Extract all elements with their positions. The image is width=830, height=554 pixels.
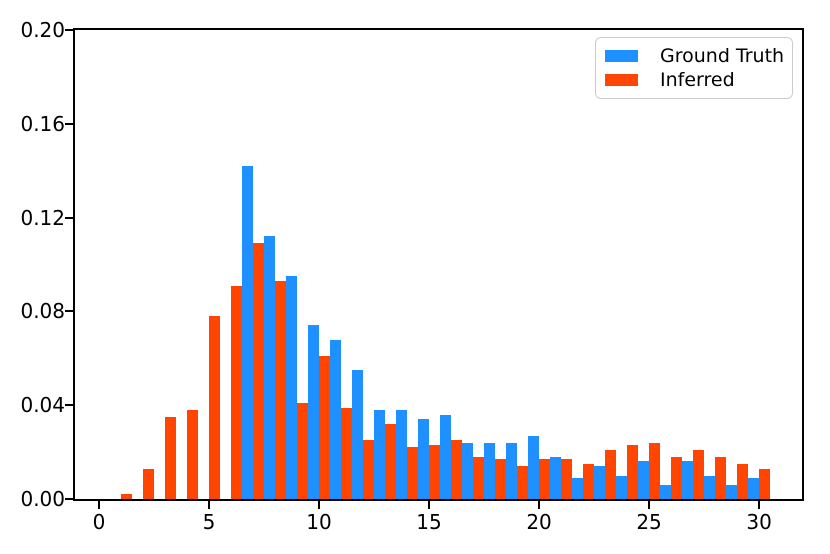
- inferred-bar: [407, 447, 419, 499]
- legend-label-inferred: Inferred: [660, 68, 735, 91]
- ground-truth-swatch-icon: [605, 50, 638, 62]
- inferred-bar: [429, 445, 441, 499]
- x-axis-tick-label: 15: [416, 510, 442, 534]
- y-axis-tick-label: 0.08: [20, 299, 65, 324]
- inferred-bar: [341, 407, 353, 499]
- y-axis-tick-label: 0.04: [20, 393, 65, 418]
- inferred-bar: [759, 468, 771, 499]
- legend-entry-inferred: Inferred: [605, 68, 786, 92]
- inferred-bar: [605, 449, 617, 499]
- y-axis-tick-label: 0.12: [20, 205, 65, 230]
- ground-truth-bar: [330, 339, 342, 499]
- ground-truth-bar: [462, 442, 474, 499]
- y-axis-tick-label: 0.00: [20, 487, 65, 511]
- inferred-bar: [186, 409, 198, 499]
- inferred-bar: [275, 280, 286, 499]
- ground-truth-bar: [396, 409, 408, 499]
- inferred-bar: [253, 243, 264, 499]
- inferred-bar: [209, 316, 220, 499]
- y-axis-tick-label: 0.16: [20, 111, 65, 136]
- x-axis-tick-mark: [428, 501, 431, 509]
- ground-truth-bar: [418, 419, 430, 499]
- ground-truth-bar: [440, 414, 452, 499]
- y-axis-tick-mark: [65, 404, 73, 407]
- inferred-bar: [231, 285, 242, 499]
- y-axis-tick-mark: [65, 310, 73, 313]
- inferred-bar: [583, 463, 595, 499]
- x-axis-tick-label: 30: [746, 510, 772, 534]
- ground-truth-bar: [550, 456, 562, 499]
- ground-truth-bar: [660, 484, 672, 499]
- ground-truth-bar: [594, 466, 606, 499]
- inferred-swatch-icon: [605, 74, 638, 86]
- inferred-bar: [561, 459, 573, 499]
- ground-truth-bar: [616, 475, 628, 499]
- y-axis-tick-mark: [65, 498, 73, 500]
- ground-truth-bar: [572, 477, 584, 499]
- inferred-bar: [319, 355, 331, 499]
- x-axis-tick-label: 5: [202, 510, 216, 534]
- x-axis-tick-mark: [208, 501, 210, 509]
- x-axis-tick-label: 0: [92, 510, 106, 534]
- x-axis-tick-label: 25: [636, 510, 662, 534]
- ground-truth-bar: [638, 461, 650, 499]
- ground-truth-bar: [682, 461, 694, 499]
- ground-truth-bar: [374, 409, 386, 499]
- x-axis-tick-mark: [758, 501, 761, 509]
- inferred-bar: [120, 494, 132, 499]
- x-axis-tick-mark: [97, 501, 100, 509]
- inferred-bar: [539, 459, 551, 499]
- ground-truth-bar: [264, 236, 275, 499]
- inferred-bar: [297, 402, 309, 499]
- inferred-bar: [385, 423, 397, 499]
- inferred-bar: [142, 468, 154, 499]
- inferred-bar: [715, 456, 727, 499]
- x-axis-tick-label: 10: [306, 510, 332, 534]
- ground-truth-bar: [528, 435, 540, 499]
- y-axis-tick-mark: [65, 29, 73, 31]
- ground-truth-bar: [352, 370, 364, 499]
- ground-truth-bar: [242, 166, 253, 499]
- ground-truth-bar: [506, 442, 518, 499]
- x-axis-tick-mark: [318, 501, 321, 509]
- inferred-bar: [164, 416, 176, 499]
- inferred-bar: [627, 445, 639, 499]
- inferred-bar: [451, 440, 463, 499]
- inferred-bar: [649, 442, 661, 499]
- inferred-bar: [737, 463, 749, 499]
- ground-truth-bar: [308, 325, 320, 499]
- x-axis-tick-mark: [538, 501, 541, 509]
- inferred-bar: [473, 456, 485, 499]
- plot-area: 0 5 10 15 20 25 30 0.00 0.04 0.08 0.12 0.16 0.20: [20, 19, 804, 533]
- ground-truth-bar: [286, 276, 297, 499]
- inferred-bar: [517, 466, 529, 499]
- ground-truth-bar: [484, 442, 496, 499]
- y-axis-tick-mark: [65, 122, 73, 125]
- inferred-bar: [671, 456, 683, 499]
- x-axis-tick-label: 20: [526, 510, 552, 534]
- legend-label-ground-truth: Ground Truth: [660, 44, 785, 67]
- x-axis-tick-mark: [648, 501, 651, 509]
- y-axis-tick-mark: [65, 216, 73, 219]
- inferred-bar: [363, 440, 375, 499]
- ground-truth-bar: [704, 475, 716, 499]
- ground-truth-bar: [726, 484, 738, 499]
- inferred-bar: [495, 459, 507, 499]
- inferred-bar: [693, 449, 705, 499]
- legend-entry-ground-truth: Ground Truth: [605, 44, 786, 68]
- y-axis-tick-label: 0.20: [20, 18, 65, 42]
- ground-truth-bar: [748, 477, 760, 499]
- legend: Ground Truth Inferred: [595, 37, 793, 99]
